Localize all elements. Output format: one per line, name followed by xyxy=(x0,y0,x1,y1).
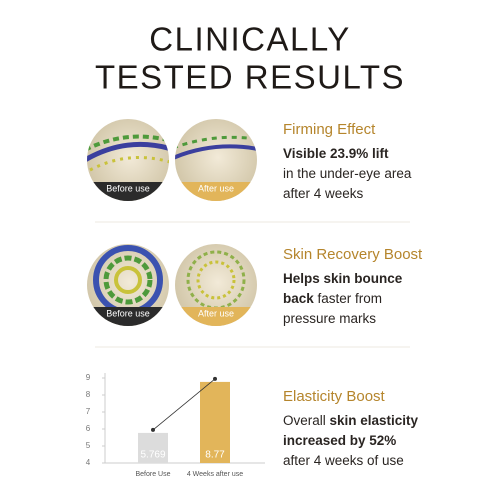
before-label: Before use xyxy=(106,183,150,193)
after-label: After use xyxy=(198,183,234,193)
y-tick-label: 7 xyxy=(86,407,91,416)
description-line: in the under-eye area xyxy=(283,166,412,181)
after-image xyxy=(175,119,257,201)
text-blocks: Firming Effect Visible 23.9% lift in the u… xyxy=(283,121,423,468)
title-line: CLINICALLY xyxy=(149,21,350,58)
description-text: Overall xyxy=(283,413,330,428)
description-text: after 4 weeks xyxy=(283,186,364,201)
y-tick-label: 5 xyxy=(86,441,91,450)
description-line: pressure marks xyxy=(283,311,376,326)
description-line: after 4 weeks xyxy=(283,186,364,201)
value-label: 8.77 xyxy=(205,450,225,461)
section-heading: Firming Effect xyxy=(283,121,376,138)
y-tick-label: 4 xyxy=(86,458,91,467)
y-tick-label: 8 xyxy=(86,390,91,399)
x-tick-label: 4 Weeks after use xyxy=(187,471,243,478)
after-label: After use xyxy=(198,308,234,318)
chart: 4 5 6 7 8 9 5.769 Before Use 8.77 4 Weeks after u… xyxy=(86,373,265,478)
y-tick-label: 6 xyxy=(86,424,91,433)
description-text: after 4 weeks of use xyxy=(283,453,404,468)
description-line: Visible 23.9% lift xyxy=(283,146,389,161)
description-text: back xyxy=(283,291,314,306)
description-line: Overall skin elasticity xyxy=(283,413,419,428)
description-text: faster from xyxy=(314,291,382,306)
before-label: Before use xyxy=(106,308,150,318)
description-text: increased by 52% xyxy=(283,433,396,448)
section-heading: Skin Recovery Boost xyxy=(283,246,423,263)
description-line: after 4 weeks of use xyxy=(283,453,404,468)
before-image xyxy=(87,244,169,326)
description-text: skin elasticity xyxy=(330,413,419,428)
description-line: Helps skin bounce xyxy=(283,271,403,286)
y-tick-label: 9 xyxy=(86,373,91,382)
description-line: increased by 52% xyxy=(283,433,396,448)
description-text: in the under-eye area xyxy=(283,166,412,181)
description-text: Visible 23.9% lift xyxy=(283,146,389,161)
title-line: TESTED RESULTS xyxy=(95,59,405,96)
section-heading: Elasticity Boost xyxy=(283,388,386,405)
before-image xyxy=(87,119,169,201)
bar xyxy=(138,432,168,463)
trend-dot xyxy=(151,427,155,432)
description-text: pressure marks xyxy=(283,311,376,326)
after-image xyxy=(175,244,257,326)
trend-dot xyxy=(213,376,217,381)
description-text: Helps skin bounce xyxy=(283,271,403,286)
value-label: 5.769 xyxy=(140,450,165,461)
x-tick-label: Before Use xyxy=(135,471,170,478)
description-line: back faster from xyxy=(283,291,382,306)
trend-line xyxy=(152,378,216,431)
bar xyxy=(200,381,230,463)
